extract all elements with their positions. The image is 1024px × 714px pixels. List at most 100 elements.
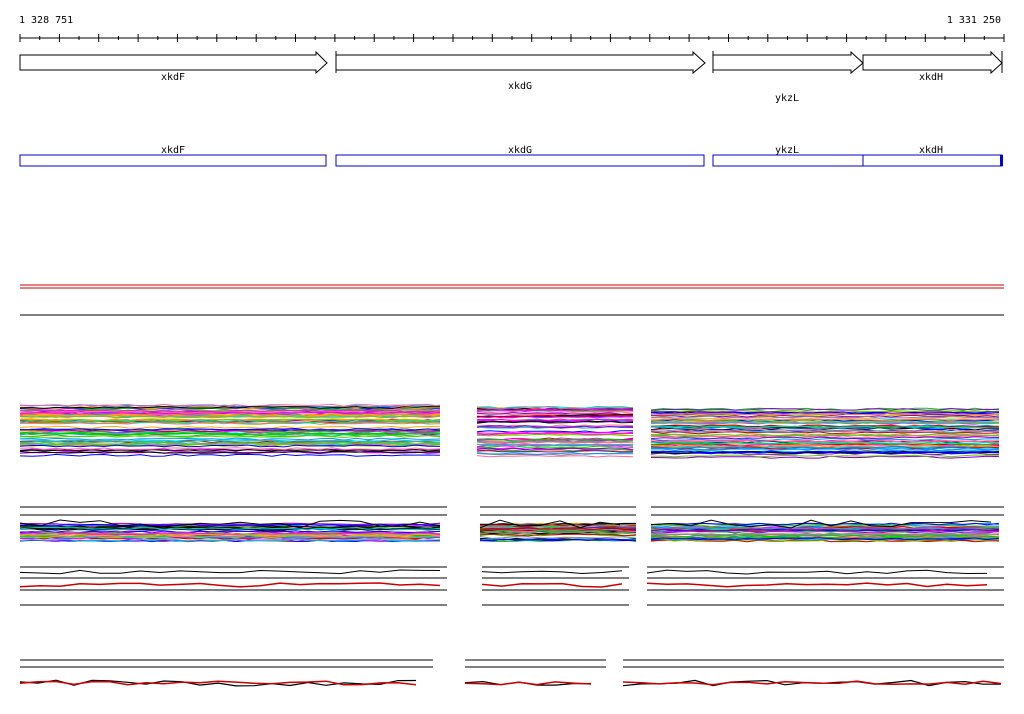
series-line [476, 443, 634, 447]
series-line [476, 415, 634, 419]
series-line [19, 532, 441, 536]
series-line [19, 447, 441, 451]
series-line [19, 441, 441, 445]
series-line [19, 438, 441, 442]
series-line [19, 523, 441, 527]
series-line [479, 531, 637, 534]
annotation-track: xkdF xkdG ykzL xkdH [19, 145, 1003, 167]
gene-arrow-xkdG[interactable]: xkdG [335, 50, 706, 92]
series-line [479, 524, 637, 528]
series-line [476, 452, 634, 455]
series-line [650, 431, 1000, 435]
series-line [650, 433, 1000, 437]
series-line [476, 408, 634, 412]
series-line [19, 406, 441, 410]
series-line [650, 538, 1000, 542]
series-line [650, 539, 999, 543]
series-line [19, 450, 441, 454]
series-line [480, 533, 637, 537]
series-line [19, 420, 441, 424]
series-line [19, 538, 441, 542]
series-line [19, 403, 441, 407]
gene-arrow-xkdF[interactable]: xkdF [19, 50, 328, 83]
start-coordinate: 1 328 751 [19, 15, 73, 26]
series-line [650, 415, 1000, 419]
series-line [476, 455, 634, 458]
series-line [650, 425, 1000, 429]
series-line [650, 420, 1000, 423]
series-line [19, 413, 440, 417]
series-line [651, 448, 1000, 452]
series-line [476, 424, 634, 428]
track4-red-line [622, 680, 1002, 686]
series-line [650, 418, 1000, 422]
series-line [476, 418, 634, 422]
series-line [650, 412, 1000, 416]
annotation-label-xkdG: xkdG [508, 145, 532, 156]
end-coordinate: 1 331 250 [947, 15, 1001, 26]
series-line [19, 421, 440, 425]
gene-arrow-xkdH[interactable]: xkdH [862, 50, 1003, 83]
track1-segment-2 [476, 405, 634, 458]
series-line [650, 525, 1000, 529]
series-line [650, 430, 1000, 434]
series-line [19, 453, 441, 457]
reference-track [20, 284, 1004, 316]
series-line [476, 441, 634, 445]
track1-segment-3 [650, 407, 1000, 459]
series-line [19, 534, 441, 538]
series-line [476, 425, 634, 429]
series-line [476, 406, 634, 410]
gene-arrow-ykzL[interactable]: ykzL [712, 50, 864, 104]
track3-red-line [19, 582, 441, 588]
series-line [476, 412, 634, 416]
series-line [19, 409, 441, 413]
series-line [650, 436, 1000, 440]
gene-label-xkdF: xkdF [161, 72, 185, 83]
track1-segment-1 [19, 403, 441, 457]
annotation-box-xkdF[interactable] [19, 154, 327, 167]
series-line [476, 447, 634, 451]
series-line [650, 446, 1000, 450]
annotation-box-xkdH[interactable] [862, 154, 1003, 167]
track3-red-line [646, 582, 988, 588]
series-line [650, 455, 1000, 459]
series-line [650, 528, 1000, 532]
series-line [479, 536, 637, 539]
track4-red-line [464, 681, 592, 686]
series-line [650, 441, 1000, 445]
series-line [480, 538, 637, 542]
series-line [476, 414, 634, 418]
series-line [650, 450, 1000, 454]
series-line [19, 530, 441, 533]
annotation-box-ykzL[interactable] [712, 154, 864, 167]
series-line [479, 527, 637, 530]
series-line [19, 533, 441, 537]
annotation-label-xkdF: xkdF [161, 145, 185, 156]
track4-red-line [19, 680, 417, 686]
track3-black-line [646, 569, 988, 575]
track2-outlier-line [650, 519, 992, 529]
series-line [650, 444, 1000, 448]
series-line [650, 440, 1000, 444]
track3-black-line [19, 569, 441, 575]
series-line [19, 415, 441, 418]
series-line [476, 438, 634, 442]
coordinate-ruler [19, 34, 1005, 42]
annotation-box-xkdG[interactable] [335, 154, 705, 167]
series-line [476, 420, 634, 424]
track2-outlier-line [479, 519, 621, 529]
series-line [19, 536, 441, 540]
series-line [19, 418, 441, 422]
series-line [651, 435, 1000, 439]
series-line [650, 532, 1000, 536]
track2-segment-3 [650, 522, 1000, 543]
series-line [19, 429, 441, 433]
series-line [650, 454, 1000, 458]
annotation-end-marker [1000, 155, 1003, 166]
gene-label-xkdH: xkdH [919, 72, 943, 83]
gene-label-ykzL: ykzL [775, 93, 799, 104]
track2-segment-1 [19, 522, 441, 543]
series-line [19, 526, 441, 531]
